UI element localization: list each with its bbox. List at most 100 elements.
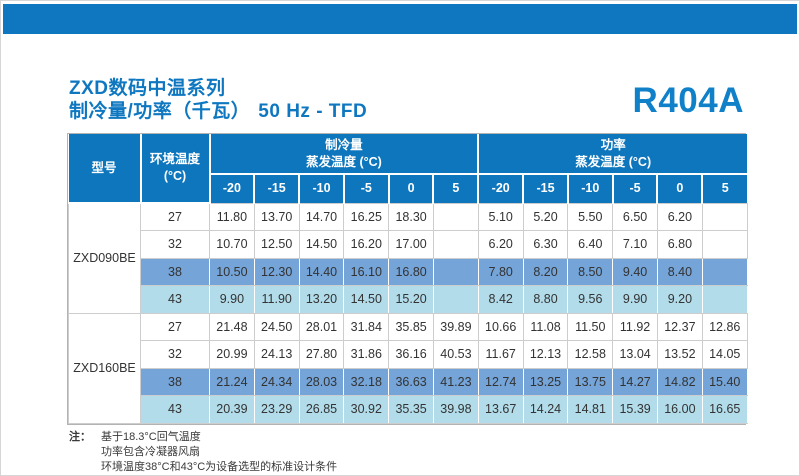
- value-cell: 31.84: [343, 312, 390, 341]
- value-cell: 16.20: [343, 230, 390, 259]
- evap-temp-header: 5: [432, 173, 480, 203]
- footnote-lines: 基于18.3°C回气温度 功率包含冷凝器风扇 环境温度38°C和43°C为设备选型的…: [101, 430, 337, 475]
- value-cell: [432, 285, 479, 314]
- value-cell: 14.27: [612, 367, 658, 396]
- table-row: ZXD160BE 27 21.48 24.50 28.01 31.84 35.85 39.89…: [68, 312, 748, 424]
- value-cell: 6.40: [567, 230, 614, 259]
- footnote-line: 基于18.3°C回气温度: [101, 431, 201, 443]
- value-cell: 18.30: [388, 202, 434, 231]
- value-cell: 14.24: [522, 395, 569, 424]
- model-cell: ZXD160BE: [68, 312, 141, 424]
- power-group-header: 功率 蒸发温度 (°C): [477, 134, 748, 175]
- table-row: 38 10.50 12.30 14.40 16.10 16.80 7.80 8.20 8.50 9…: [69, 257, 748, 286]
- value-cell: 26.85: [298, 395, 345, 424]
- value-cell: 6.20: [477, 230, 524, 259]
- top-banner: [3, 4, 797, 34]
- page-subtitle: 制冷量/功率（千瓦） 50 Hz - TFD: [69, 100, 367, 123]
- value-cell: 15.40: [701, 367, 748, 396]
- evap-temp-header: -5: [611, 173, 659, 203]
- value-cell: 8.40: [656, 257, 703, 286]
- value-cell: 16.00: [656, 395, 703, 424]
- value-cell: 16.65: [701, 395, 748, 424]
- value-cell: 10.50: [209, 257, 255, 286]
- value-cell: 13.25: [522, 367, 569, 396]
- evap-temp-header: -10: [298, 173, 345, 203]
- value-cell: 8.50: [567, 257, 614, 286]
- value-cell: 13.52: [656, 340, 703, 369]
- value-cell: 15.39: [612, 395, 658, 424]
- value-cell: 12.37: [656, 312, 703, 341]
- ambient-temp-cell: 27: [140, 312, 210, 341]
- value-cell: 11.80: [209, 202, 255, 231]
- value-cell: 28.03: [298, 367, 345, 396]
- evap-temp-header: 0: [387, 173, 435, 203]
- value-cell: 28.01: [298, 312, 345, 341]
- evap-temp-header: -20: [477, 173, 525, 203]
- refrigerant-label: R404A: [632, 81, 744, 120]
- value-cell: 9.40: [612, 257, 658, 286]
- value-cell: 9.20: [656, 285, 703, 314]
- value-cell: 14.50: [343, 285, 390, 314]
- value-cell: 9.90: [209, 285, 255, 314]
- value-cell: 6.30: [522, 230, 569, 259]
- value-cell: 14.05: [701, 340, 748, 369]
- title-block: ZXD数码中温系列 制冷量/功率（千瓦） 50 Hz - TFD: [69, 77, 367, 123]
- evap-temp-header: 5: [701, 173, 748, 203]
- value-cell: 10.66: [477, 312, 524, 341]
- value-cell: 5.20: [522, 202, 569, 231]
- value-cell: 21.48: [209, 312, 255, 341]
- value-cell: 36.63: [388, 367, 434, 396]
- value-cell: 36.16: [388, 340, 434, 369]
- page-title: ZXD数码中温系列: [69, 78, 226, 99]
- value-cell: 14.82: [656, 367, 703, 396]
- value-cell: 6.20: [656, 202, 703, 231]
- evap-temp-header: 0: [656, 173, 704, 203]
- value-cell: [432, 202, 479, 231]
- subtitle-frequency: 50 Hz - TFD: [258, 101, 368, 122]
- ambient-temp-cell: 38: [140, 367, 210, 396]
- table-row: 43 20.39 23.29 26.85 30.92 35.35 39.98 13.67 14.…: [69, 395, 748, 424]
- value-cell: 20.39: [209, 395, 255, 424]
- footnote-label: 注：: [69, 431, 91, 443]
- value-cell: 13.20: [298, 285, 345, 314]
- value-cell: 39.89: [432, 312, 479, 341]
- table-row: 38 21.24 24.34 28.03 32.18 36.63 41.23 12.74 13.…: [69, 367, 748, 396]
- value-cell: [701, 257, 748, 286]
- subtitle-units: 制冷量/功率（千瓦）: [69, 101, 251, 122]
- value-cell: 12.86: [701, 312, 748, 341]
- table-row: 32 10.70 12.50 14.50 16.20 17.00 6.20 6.30 6.40 7…: [69, 230, 748, 259]
- value-cell: 12.50: [253, 230, 300, 259]
- value-cell: 27.80: [298, 340, 345, 369]
- value-cell: 5.10: [477, 202, 524, 231]
- value-cell: 32.18: [343, 367, 390, 396]
- table-row: 43 9.90 11.90 13.20 14.50 15.20 8.42 8.80 9.56 9.…: [69, 285, 748, 314]
- footnote: 注： 基于18.3°C回气温度 功率包含冷凝器风扇 环境温度38°C和43°C为设备…: [69, 430, 337, 475]
- value-cell: 31.86: [343, 340, 390, 369]
- value-cell: 13.75: [567, 367, 614, 396]
- evap-temp-header: -20: [208, 173, 256, 203]
- value-cell: 7.10: [612, 230, 658, 259]
- value-cell: 11.08: [522, 312, 569, 341]
- value-cell: 14.50: [298, 230, 345, 259]
- value-cell: 41.23: [432, 367, 479, 396]
- ambient-temp-column-header: 环境温度 (°C): [139, 134, 211, 204]
- value-cell: 13.70: [253, 202, 300, 231]
- value-cell: 8.20: [522, 257, 569, 286]
- value-cell: 24.13: [253, 340, 300, 369]
- value-cell: 15.20: [388, 285, 434, 314]
- evap-temp-header: -15: [522, 173, 569, 203]
- evap-temp-header: -5: [342, 173, 390, 203]
- value-cell: 16.10: [343, 257, 390, 286]
- value-cell: 8.80: [522, 285, 569, 314]
- spec-table-header: 型号 环境温度 (°C) 制冷量 蒸发温度 (°C) 功率 蒸发温度 (°C) …: [68, 134, 748, 204]
- value-cell: 10.70: [209, 230, 255, 259]
- model-column-header: 型号: [68, 134, 142, 204]
- footnote-line: 环境温度38°C和43°C为设备选型的标准设计条件: [101, 461, 338, 473]
- table-row: 32 20.99 24.13 27.80 31.86 36.16 40.53 11.67 12.…: [69, 340, 748, 369]
- value-cell: 13.04: [612, 340, 658, 369]
- value-cell: 6.50: [612, 202, 658, 231]
- spec-table-body: ZXD090BE 27 11.80 13.70 14.70 16.25 18.30 5.10 5…: [68, 202, 748, 424]
- value-cell: 30.92: [343, 395, 390, 424]
- value-cell: 8.42: [477, 285, 524, 314]
